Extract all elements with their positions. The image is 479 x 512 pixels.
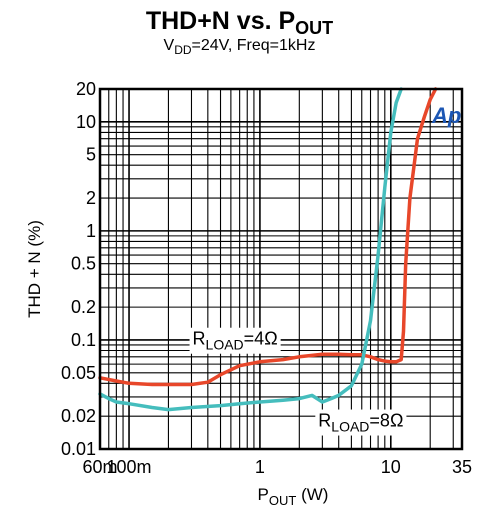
y-tick-label: 10 <box>76 112 96 132</box>
x-tick-label: 60m <box>82 457 117 477</box>
y-axis-label: THD + N (%) <box>25 220 44 318</box>
chart-subtitle: VDD=24V, Freq=1kHz <box>163 37 316 57</box>
chart-grid <box>100 89 462 449</box>
y-tick-label: 0.01 <box>61 439 96 459</box>
x-tick-label: 35 <box>452 457 472 477</box>
ap-logo: Ap <box>431 103 461 128</box>
y-tick-label: 5 <box>86 145 96 165</box>
annotation-rload-4: RLOAD=4Ω <box>189 327 281 354</box>
y-tick-label: 0.2 <box>71 297 96 317</box>
y-tick-label: 0.5 <box>71 254 96 274</box>
y-tick-label: 0.05 <box>61 363 96 383</box>
series-line-rload-8 <box>98 87 403 412</box>
plot-frame <box>98 87 464 451</box>
y-tick-label: 20 <box>76 79 96 99</box>
x-tick-label: 100m <box>107 457 152 477</box>
series-line-rload-4 <box>98 87 438 387</box>
chart-title: THD+N vs. POUT <box>145 7 334 38</box>
annotation-rload-8: RLOAD=8Ω <box>315 409 407 436</box>
series-layer <box>98 87 438 412</box>
svg-text:RLOAD=4Ω: RLOAD=4Ω <box>193 329 278 353</box>
x-tick-label: 10 <box>381 457 401 477</box>
y-tick-label: 0.02 <box>61 406 96 426</box>
y-tick-label: 2 <box>86 188 96 208</box>
y-tick-label: 0.1 <box>71 330 96 350</box>
svg-text:RLOAD=8Ω: RLOAD=8Ω <box>318 411 403 435</box>
x-axis-label: POUT (W) <box>258 485 329 508</box>
y-tick-label: 1 <box>86 221 96 241</box>
x-tick-label: 1 <box>255 457 265 477</box>
